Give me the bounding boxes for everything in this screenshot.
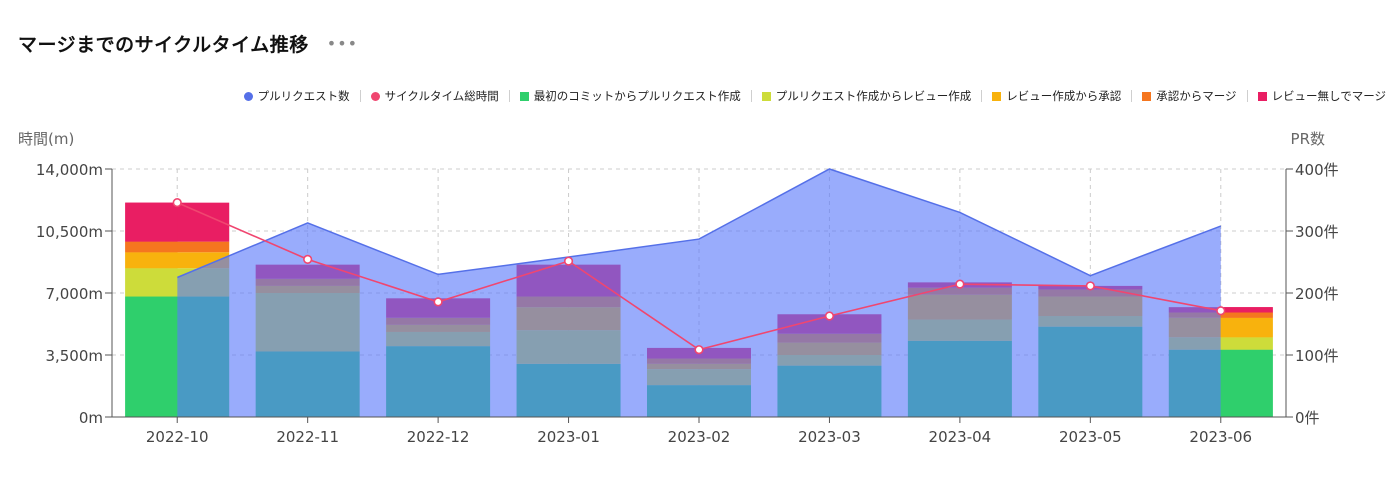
- legend-label: 承認からマージ: [1156, 89, 1237, 103]
- legend-square-icon: [761, 91, 771, 101]
- chart-legend: プルリクエスト数 サイクルタイム総時間 最初のコミットからプルリクエスト作成 プルリク…: [243, 88, 1386, 104]
- y-left-tick-label: 0m: [79, 409, 103, 427]
- legend-separator: [359, 90, 361, 102]
- y-right-tick-label: 400件: [1295, 161, 1339, 179]
- y-left-tick-label: 3,500m: [45, 347, 103, 365]
- legend-item[interactable]: 承認からマージ: [1142, 88, 1237, 104]
- legend-separator: [1246, 90, 1248, 102]
- y-right-tick-label: 100件: [1295, 347, 1339, 365]
- x-tick-label: 2023-03: [798, 428, 861, 446]
- legend-item[interactable]: プルリクエスト作成からレビュー作成: [761, 88, 972, 104]
- chart-title: マージまでのサイクルタイム推移: [18, 34, 309, 56]
- legend-label: サイクルタイム総時間: [384, 89, 499, 103]
- x-tick-label: 2023-04: [929, 428, 992, 446]
- x-tick-label: 2022-11: [276, 428, 339, 446]
- cycle-time-point: [824, 311, 835, 321]
- cycle-time-point: [1085, 281, 1095, 291]
- y-left-tick-label: 10,500m: [36, 223, 103, 241]
- cycle-time-point: [955, 279, 965, 289]
- legend-separator: [981, 90, 983, 102]
- legend-square-icon: [992, 91, 1002, 101]
- x-tick-label: 2022-12: [407, 428, 470, 446]
- legend-label: 最初のコミットからプルリクエスト作成: [533, 89, 741, 103]
- bar-segment: [125, 252, 178, 269]
- pr-count-line: [176, 168, 1222, 279]
- legend-label: レビュー作成から承認: [1006, 89, 1122, 103]
- y-left-tick-label: 7,000m: [45, 285, 103, 303]
- legend-separator: [508, 90, 510, 102]
- y-right-tick-label: 300件: [1295, 223, 1339, 241]
- cycle-time-point: [563, 256, 574, 266]
- cycle-time-point: [303, 254, 313, 264]
- bar-segment: [1220, 307, 1273, 313]
- bar-segment: [1220, 317, 1273, 338]
- y-left-axis-label: 時間(m): [18, 130, 74, 148]
- pr-count-area: [177, 169, 1221, 417]
- x-tick-label: 2023-05: [1059, 428, 1122, 446]
- legend-circle-icon: [243, 91, 253, 101]
- x-tick-label: 2022-10: [146, 428, 209, 446]
- legend-label: プルリクエスト作成からレビュー作成: [775, 89, 972, 103]
- y-left-tick-label: 14,000m: [36, 161, 103, 179]
- bar-segment: [1220, 312, 1273, 318]
- y-right-tick-label: 0件: [1295, 409, 1320, 427]
- bar-segment: [125, 241, 178, 253]
- legend-separator: [750, 90, 752, 102]
- cycle-time-point: [433, 297, 443, 307]
- x-tick-label: 2023-02: [668, 428, 731, 446]
- bar-segment: [125, 268, 178, 297]
- legend-item[interactable]: レビュー無しでマージ: [1257, 88, 1386, 104]
- legend-square-icon: [1142, 91, 1152, 101]
- bar-segment: [125, 296, 178, 417]
- bar-segment: [1220, 337, 1273, 350]
- cycle-time-point: [172, 198, 182, 208]
- legend-item[interactable]: プルリクエスト数: [243, 88, 350, 104]
- chart-header: マージまでのサイクルタイム推移 •••: [18, 30, 358, 57]
- legend-square-icon: [519, 91, 529, 101]
- cycle-time-point: [1216, 306, 1226, 316]
- legend-item[interactable]: レビュー作成から承認: [992, 88, 1121, 104]
- y-right-tick-label: 200件: [1295, 285, 1339, 303]
- x-tick-label: 2023-01: [537, 428, 600, 446]
- y-right-axis-label: PR数: [1291, 130, 1325, 148]
- legend-label: レビュー無しでマージ: [1271, 89, 1386, 103]
- legend-item[interactable]: 最初のコミットからプルリクエスト作成: [519, 88, 741, 104]
- bar-segment: [1220, 349, 1273, 417]
- legend-square-icon: [1257, 91, 1267, 101]
- legend-separator: [1131, 90, 1133, 102]
- cycle-time-point: [694, 345, 704, 355]
- legend-item[interactable]: サイクルタイム総時間: [370, 88, 499, 104]
- more-options-icon[interactable]: •••: [326, 33, 359, 53]
- x-tick-label: 2023-06: [1189, 428, 1252, 446]
- bar-segment: [125, 202, 178, 242]
- legend-label: プルリクエスト数: [257, 89, 350, 103]
- legend-circle-icon: [370, 91, 380, 101]
